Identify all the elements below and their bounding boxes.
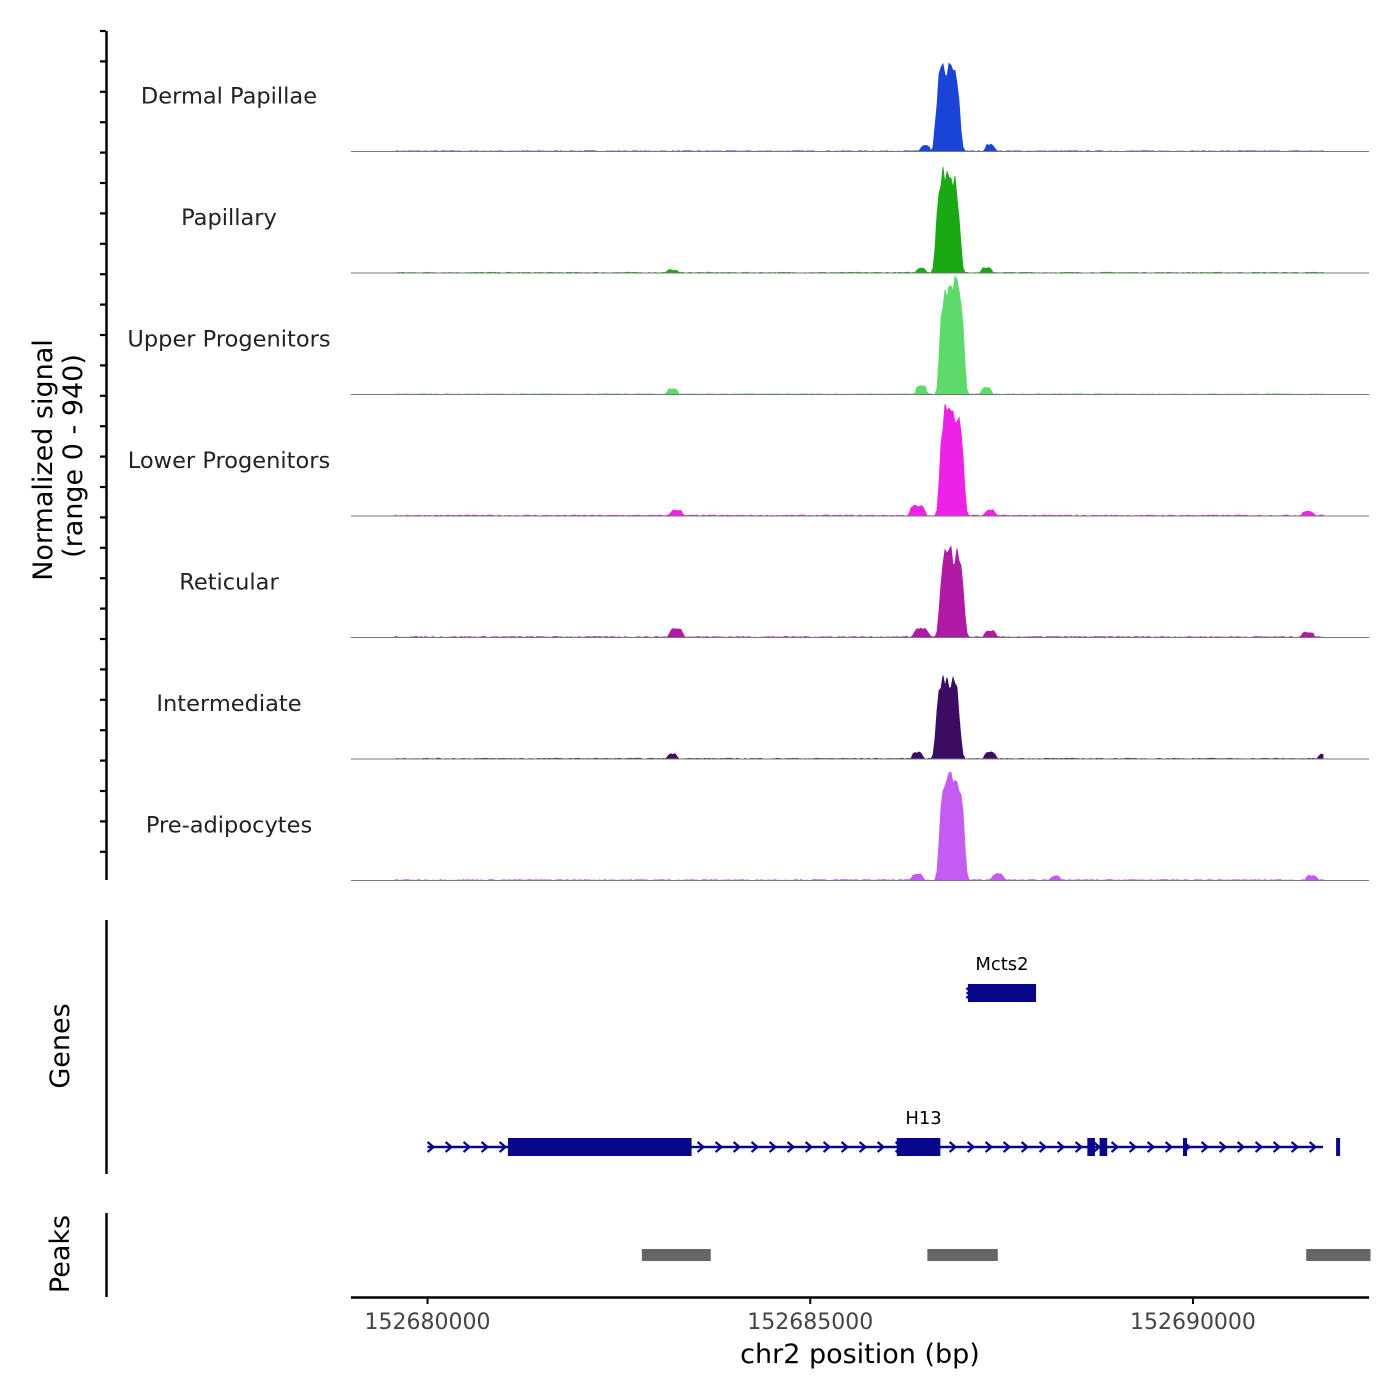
track-5	[351, 545, 1369, 638]
signal-area	[394, 545, 1324, 638]
strand-arrow	[1200, 1141, 1210, 1153]
strand-arrow	[1128, 1141, 1138, 1153]
strand-arrow	[1074, 1141, 1084, 1153]
x-axis-tick-label: 152685000	[747, 1310, 873, 1335]
gene-models: Mcts2 H13	[426, 954, 1341, 1156]
x-axis-ticks: 152680000 152685000 152690000	[365, 1297, 1256, 1335]
x-axis-tick-label: 152680000	[365, 1310, 491, 1335]
peak-regions	[641, 1249, 1371, 1261]
strand-arrow	[750, 1141, 760, 1153]
gene-label: H13	[905, 1108, 941, 1129]
strand-arrow	[1272, 1141, 1282, 1153]
x-axis-title: chr2 position (bp)	[740, 1339, 980, 1370]
strand-arrow	[1290, 1141, 1300, 1153]
peak-region	[1306, 1249, 1371, 1261]
y-axis-title: Normalized signal	[28, 339, 59, 581]
strand-arrow	[876, 1141, 886, 1153]
gene-exon	[1336, 1138, 1341, 1156]
track-3	[351, 275, 1369, 395]
track-1	[351, 62, 1369, 152]
strand-arrow	[858, 1141, 868, 1153]
track-4	[351, 404, 1369, 517]
track-label: Dermal Papillae	[141, 84, 317, 110]
strand-arrow	[840, 1141, 850, 1153]
track-label: Papillary	[181, 205, 277, 231]
gene-label: Mcts2	[975, 954, 1028, 975]
peaks-panel-title: Peaks	[45, 1215, 76, 1293]
strand-arrow	[822, 1141, 832, 1153]
signal-area	[394, 675, 1324, 760]
signal-area	[394, 275, 1324, 395]
strand-arrow	[1092, 1141, 1102, 1153]
track-label: Lower Progenitors	[128, 448, 330, 474]
strand-arrow	[444, 1141, 454, 1153]
coverage-axis-ticks	[100, 29, 106, 853]
track-label: Pre-adipocytes	[146, 813, 312, 839]
track-6	[351, 675, 1369, 760]
signal-area	[394, 62, 1324, 152]
peak-region	[927, 1249, 998, 1261]
strand-arrow	[1002, 1141, 1012, 1153]
strand-arrow	[480, 1141, 490, 1153]
track-7	[351, 771, 1369, 881]
strand-arrow	[1110, 1141, 1120, 1153]
track-label: Upper Progenitors	[127, 327, 330, 353]
strand-arrow	[696, 1141, 706, 1153]
strand-arrow	[786, 1141, 796, 1153]
strand-arrow	[732, 1141, 742, 1153]
gene-exon	[1099, 1138, 1108, 1156]
strand-arrow	[1218, 1141, 1228, 1153]
strand-arrow	[1020, 1141, 1030, 1153]
strand-arrow	[804, 1141, 814, 1153]
strand-arrow	[426, 1141, 436, 1153]
strand-arrow	[1056, 1141, 1066, 1153]
signal-area	[394, 404, 1324, 517]
strand-arrow	[498, 1141, 508, 1153]
strand-arrow	[768, 1141, 778, 1153]
strand-arrow	[714, 1141, 724, 1153]
track-2	[351, 166, 1369, 274]
track-label: Intermediate	[156, 691, 301, 717]
track-labels: Dermal Papillae Papillary Upper Progenitor…	[127, 84, 330, 839]
gene-exon	[1087, 1138, 1095, 1156]
gene-exon	[896, 1138, 941, 1156]
gene-Mcts2: Mcts2	[965, 954, 1037, 1002]
strand-arrow	[1254, 1141, 1264, 1153]
gene-exon	[507, 1138, 692, 1156]
peak-region	[641, 1249, 711, 1261]
genes-panel-title: Genes	[45, 1003, 76, 1088]
y-axis-range-label: (range 0 - 940)	[58, 354, 89, 558]
gene-exon	[1183, 1138, 1188, 1156]
strand-arrow	[966, 1141, 976, 1153]
strand-arrow	[1146, 1141, 1156, 1153]
gene-exon	[967, 984, 1037, 1002]
strand-arrow	[948, 1141, 958, 1153]
strand-arrow	[462, 1141, 472, 1153]
strand-arrow	[1308, 1141, 1318, 1153]
signal-area	[394, 166, 1324, 274]
strand-arrow	[1038, 1141, 1048, 1153]
signal-area	[394, 771, 1324, 881]
x-axis-tick-label: 152690000	[1130, 1310, 1256, 1335]
track-label: Reticular	[179, 570, 279, 596]
gene-H13: H13	[426, 1108, 1341, 1156]
signal-tracks	[351, 62, 1369, 881]
strand-arrow	[984, 1141, 994, 1153]
strand-arrow	[1236, 1141, 1246, 1153]
strand-arrow	[1164, 1141, 1174, 1153]
